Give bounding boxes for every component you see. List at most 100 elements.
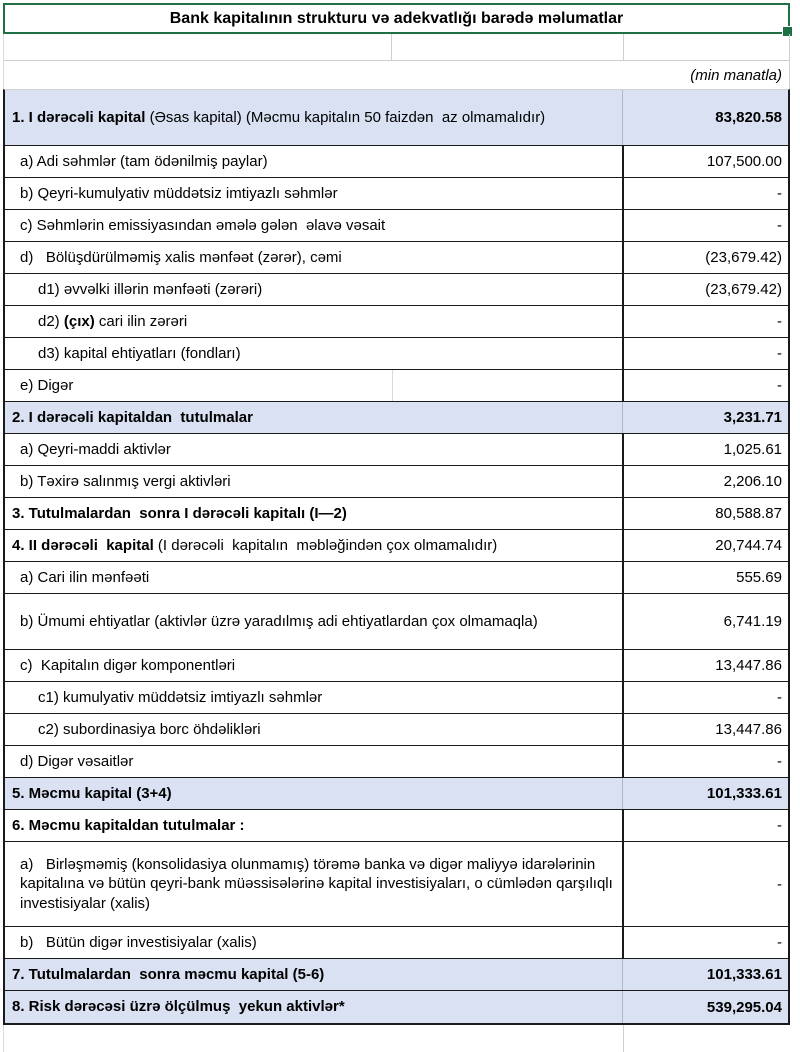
- row-label-cell[interactable]: 5. Məcmu kapital (3+4): [5, 778, 622, 809]
- label-text: a) Cari ilin mənfəəti: [20, 568, 150, 586]
- table-row: a) Birləşməmiş (konsolidasiya olunmamış)…: [5, 842, 788, 927]
- row-value-cell[interactable]: -: [622, 338, 788, 369]
- gridline: [392, 370, 393, 401]
- table-row: a) Adi səhmlər (tam ödənilmiş paylar) 10…: [5, 146, 788, 178]
- table-row: b) Təxirə salınmış vergi aktivləri 2,206…: [5, 466, 788, 498]
- table-row: 5. Məcmu kapital (3+4) 101,333.61: [5, 778, 788, 810]
- table-row: e) Digər -: [5, 370, 788, 402]
- table-row: c2) subordinasiya borc öhdəlikləri 13,44…: [5, 714, 788, 746]
- row-value-cell[interactable]: 83,820.58: [622, 90, 788, 145]
- label-text: a) Adi səhmlər (tam ödənilmiş paylar): [20, 152, 268, 170]
- row-label-cell[interactable]: b) Bütün digər investisiyalar (xalis): [5, 927, 622, 958]
- empty-cells-row[interactable]: [3, 34, 790, 61]
- row-value-cell[interactable]: -: [622, 178, 788, 209]
- row-value-cell[interactable]: -: [622, 306, 788, 337]
- row-value-cell[interactable]: 13,447.86: [622, 650, 788, 681]
- row-label-cell[interactable]: 7. Tutulmalardan sonra məcmu kapital (5-…: [5, 959, 622, 990]
- label-text: b) Bütün digər investisiyalar (xalis): [20, 933, 257, 951]
- label-text-bold: 8. Risk dərəcəsi üzrə ölçülmuş yekun akt…: [12, 998, 345, 1016]
- table-row: 8. Risk dərəcəsi üzrə ölçülmuş yekun akt…: [5, 991, 788, 1023]
- row-label-cell[interactable]: d3) kapital ehtiyatları (fondları): [5, 338, 622, 369]
- label-text-bold: 1. I dərəcəli kapital: [12, 108, 146, 126]
- label-text: d) Digər vəsaitlər: [20, 752, 134, 770]
- title-cell[interactable]: Bank kapitalının strukturu və adekvatlığ…: [3, 3, 793, 37]
- row-value-cell[interactable]: -: [622, 682, 788, 713]
- partial-row[interactable]: [3, 1025, 790, 1052]
- row-label-cell[interactable]: 2. I dərəcəli kapitaldan tutulmalar: [5, 402, 622, 433]
- gridline: [623, 1025, 624, 1052]
- label-text: a) Qeyri-maddi aktivlər: [20, 440, 171, 458]
- table-row: 7. Tutulmalardan sonra məcmu kapital (5-…: [5, 959, 788, 991]
- row-label-cell[interactable]: b) Ümumi ehtiyatlar (aktivlər üzrə yarad…: [5, 594, 622, 649]
- row-label-cell[interactable]: c) Kapitalın digər komponentləri: [5, 650, 622, 681]
- label-text: b) Qeyri-kumulyativ müddətsiz imtiyazlı …: [20, 184, 338, 202]
- row-label-cell[interactable]: d) Bölüşdürülməmiş xalis mənfəət (zərər)…: [5, 242, 622, 273]
- row-value-cell[interactable]: -: [622, 210, 788, 241]
- row-value-cell[interactable]: (23,679.42): [622, 274, 788, 305]
- row-label-cell[interactable]: 8. Risk dərəcəsi üzrə ölçülmuş yekun akt…: [5, 991, 622, 1023]
- label-text-bold: (çıx): [63, 312, 95, 330]
- label-text: a) Birləşməmiş (konsolidasiya olunmamış)…: [20, 855, 617, 912]
- row-value-cell[interactable]: 1,025.61: [622, 434, 788, 465]
- row-value-cell[interactable]: -: [622, 746, 788, 777]
- row-label-cell[interactable]: 6. Məcmu kapitaldan tutulmalar :: [5, 810, 622, 841]
- table-row: 3. Tutulmalardan sonra I dərəcəli kapita…: [5, 498, 788, 530]
- row-value-cell[interactable]: -: [622, 842, 788, 926]
- row-label-cell[interactable]: c1) kumulyativ müddətsiz imtiyazlı səhml…: [5, 682, 622, 713]
- selection-fill-handle[interactable]: [782, 26, 793, 37]
- row-value-cell[interactable]: -: [622, 810, 788, 841]
- row-label-cell[interactable]: b) Təxirə salınmış vergi aktivləri: [5, 466, 622, 497]
- spreadsheet-area: Bank kapitalının strukturu və adekvatlığ…: [3, 3, 793, 1052]
- label-text: d3) kapital ehtiyatları (fondları): [38, 344, 241, 362]
- label-text-bold: 2. I dərəcəli kapitaldan tutulmalar: [12, 408, 253, 426]
- row-value-cell[interactable]: 101,333.61: [622, 959, 788, 990]
- table-row: b) Bütün digər investisiyalar (xalis) -: [5, 927, 788, 959]
- row-value-cell[interactable]: 101,333.61: [622, 778, 788, 809]
- row-label-cell[interactable]: d2) (çıx) cari ilin zərəri: [5, 306, 622, 337]
- label-text: b) Ümumi ehtiyatlar (aktivlər üzrə yarad…: [20, 612, 538, 630]
- row-label-cell[interactable]: a) Qeyri-maddi aktivlər: [5, 434, 622, 465]
- row-label-cell[interactable]: c) Səhmlərin emissiyasından əmələ gələn …: [5, 210, 622, 241]
- label-text-bold: 4. II dərəcəli kapital: [12, 536, 154, 554]
- row-label-cell[interactable]: a) Cari ilin mənfəəti: [5, 562, 622, 593]
- unit-note-cell[interactable]: (min manatla): [3, 61, 790, 89]
- label-text: d) Bölüşdürülməmiş xalis mənfəət (zərər)…: [20, 248, 342, 266]
- row-value-cell[interactable]: (23,679.42): [622, 242, 788, 273]
- gridline: [623, 34, 624, 60]
- row-label-cell[interactable]: a) Birləşməmiş (konsolidasiya olunmamış)…: [5, 842, 622, 926]
- capital-structure-table: 1. I dərəcəli kapital (Əsas kapital) (Mə…: [3, 89, 790, 1025]
- row-label-cell[interactable]: d) Digər vəsaitlər: [5, 746, 622, 777]
- table-row: c) Səhmlərin emissiyasından əmələ gələn …: [5, 210, 788, 242]
- row-label-cell[interactable]: a) Adi səhmlər (tam ödənilmiş paylar): [5, 146, 622, 177]
- table-row: a) Qeyri-maddi aktivlər 1,025.61: [5, 434, 788, 466]
- row-label-cell[interactable]: e) Digər: [5, 370, 622, 401]
- row-label-cell[interactable]: d1) əvvəlki illərin mənfəəti (zərəri): [5, 274, 622, 305]
- row-value-cell[interactable]: 13,447.86: [622, 714, 788, 745]
- row-value-cell[interactable]: 6,741.19: [622, 594, 788, 649]
- row-value-cell[interactable]: 107,500.00: [622, 146, 788, 177]
- label-text: c2) subordinasiya borc öhdəlikləri: [38, 720, 261, 738]
- row-label-cell[interactable]: b) Qeyri-kumulyativ müddətsiz imtiyazlı …: [5, 178, 622, 209]
- row-label-cell[interactable]: 4. II dərəcəli kapital (I dərəcəli kapit…: [5, 530, 622, 561]
- label-text: d2): [38, 312, 64, 330]
- row-value-cell[interactable]: 555.69: [622, 562, 788, 593]
- table-row: d2) (çıx) cari ilin zərəri -: [5, 306, 788, 338]
- row-value-cell[interactable]: -: [622, 370, 788, 401]
- table-row: 1. I dərəcəli kapital (Əsas kapital) (Mə…: [5, 90, 788, 146]
- row-value-cell[interactable]: 539,295.04: [622, 991, 788, 1023]
- table-row: b) Ümumi ehtiyatlar (aktivlər üzrə yarad…: [5, 594, 788, 650]
- row-label-cell[interactable]: 3. Tutulmalardan sonra I dərəcəli kapita…: [5, 498, 622, 529]
- label-text: e) Digər: [20, 376, 74, 394]
- row-value-cell[interactable]: -: [622, 927, 788, 958]
- label-text-bold: 3. Tutulmalardan sonra I dərəcəli kapita…: [12, 504, 347, 522]
- row-label-cell[interactable]: c2) subordinasiya borc öhdəlikləri: [5, 714, 622, 745]
- table-row: b) Qeyri-kumulyativ müddətsiz imtiyazlı …: [5, 178, 788, 210]
- row-label-cell[interactable]: 1. I dərəcəli kapital (Əsas kapital) (Mə…: [5, 90, 622, 145]
- row-value-cell[interactable]: 20,744.74: [622, 530, 788, 561]
- label-text-bold: 5. Məcmu kapital (3+4): [12, 784, 172, 802]
- table-row: 4. II dərəcəli kapital (I dərəcəli kapit…: [5, 530, 788, 562]
- row-value-cell[interactable]: 3,231.71: [622, 402, 788, 433]
- row-value-cell[interactable]: 2,206.10: [622, 466, 788, 497]
- label-text-rest: (I dərəcəli kapitalın məbləğindən çox ol…: [153, 536, 498, 554]
- row-value-cell[interactable]: 80,588.87: [622, 498, 788, 529]
